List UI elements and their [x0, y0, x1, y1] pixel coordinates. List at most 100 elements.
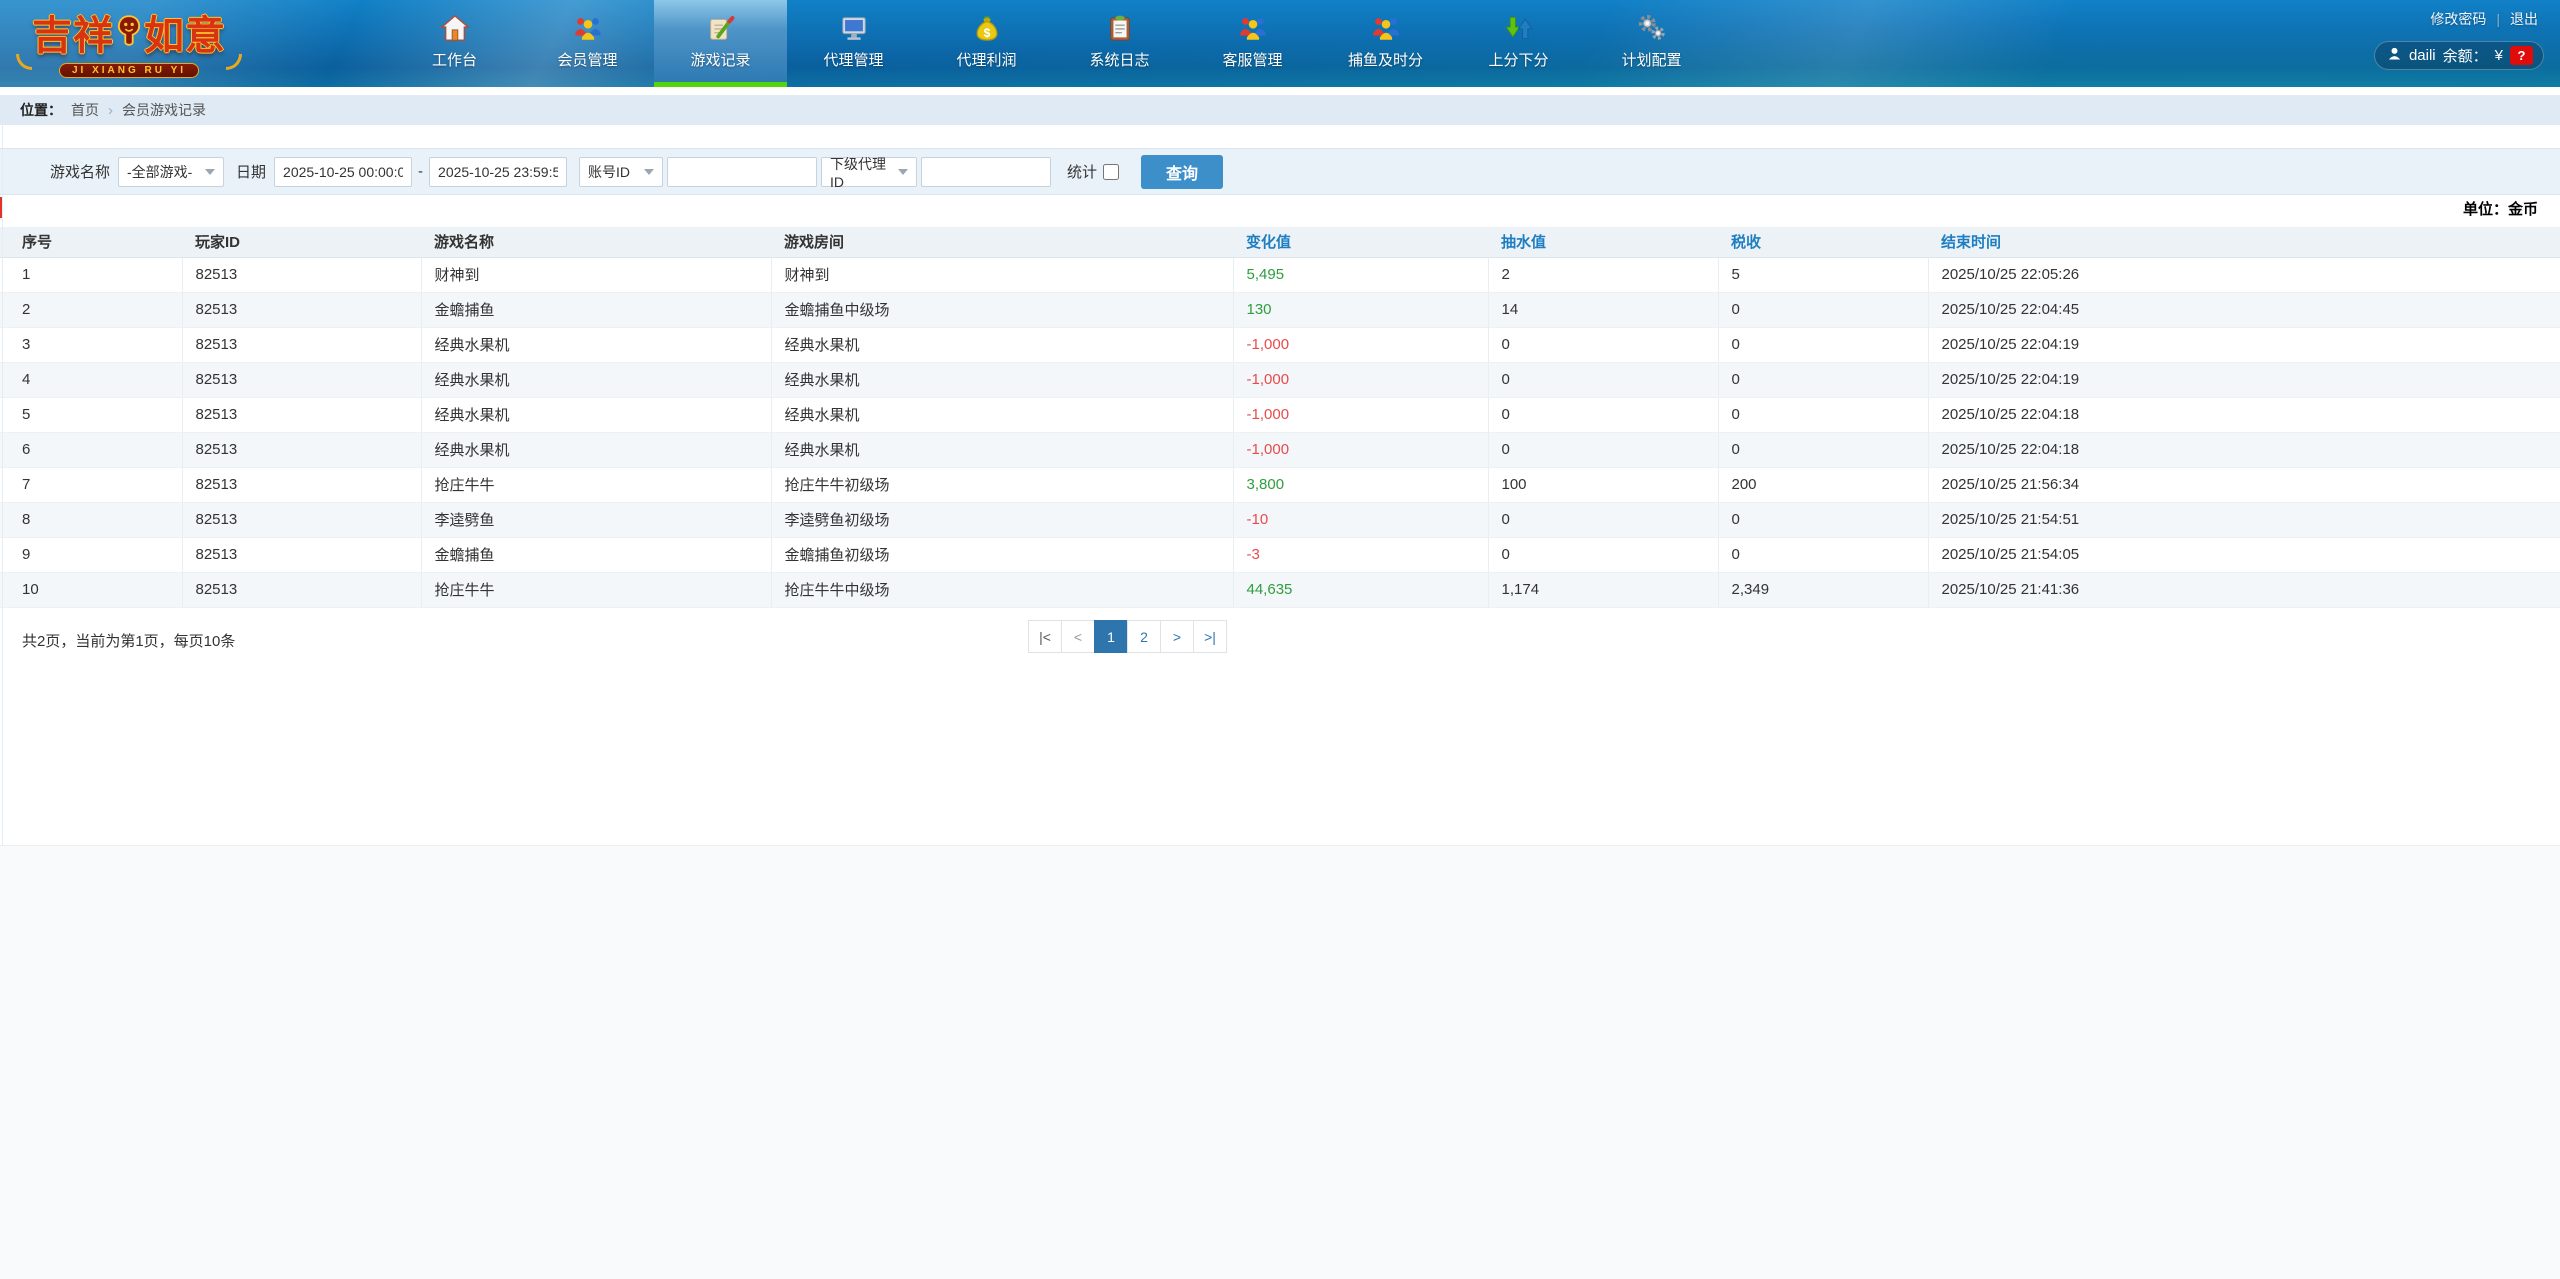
records-table-wrap: 序号 玩家ID 游戏名称 游戏房间 变化值 抽水值 税收 结束时间 1 8251… — [0, 227, 2560, 608]
cell-change-value: -1,000 — [1233, 327, 1489, 363]
cell-index: 7 — [0, 467, 183, 503]
cell-rake: 0 — [1488, 432, 1719, 468]
cell-index: 6 — [0, 432, 183, 468]
account-id-input[interactable] — [667, 156, 818, 187]
game-select[interactable]: -全部游戏- — [118, 156, 225, 187]
nav-item-members[interactable]: 会员管理 — [521, 0, 654, 87]
date-from-input[interactable] — [274, 156, 413, 187]
cell-game-name: 金蟾捕鱼 — [421, 292, 772, 328]
cell-game-name: 经典水果机 — [421, 327, 772, 363]
breadcrumb-home-link[interactable]: 首页 — [71, 102, 99, 118]
members-icon — [573, 9, 603, 47]
cell-game-name: 经典水果机 — [421, 362, 772, 398]
nav-item-plan-config[interactable]: 计划配置 — [1585, 0, 1718, 87]
cell-end-time: 2025/10/25 22:05:26 — [1928, 257, 2560, 293]
cell-player-id: 82513 — [182, 502, 422, 538]
date-to-input[interactable] — [429, 156, 568, 187]
cell-tax: 200 — [1718, 467, 1929, 503]
cell-end-time: 2025/10/25 21:54:51 — [1928, 502, 2560, 538]
nav-item-label: 代理管理 — [823, 52, 884, 69]
pagination-page-1-button[interactable]: 1 — [1094, 620, 1128, 653]
pagination-last-button[interactable]: >| — [1193, 620, 1227, 653]
col-header-tax[interactable]: 税收 — [1718, 227, 1928, 258]
sub-agent-type-select[interactable]: 下级代理ID — [821, 155, 918, 190]
cell-room: 经典水果机 — [771, 397, 1234, 433]
date-label: 日期 — [236, 164, 267, 181]
cell-tax: 0 — [1718, 397, 1929, 433]
col-header-change-value[interactable]: 变化值 — [1233, 227, 1488, 258]
cell-index: 1 — [0, 257, 183, 293]
nav-item-system-log[interactable]: 系统日志 — [1053, 0, 1186, 87]
updown-icon — [1504, 9, 1534, 47]
currency-symbol: ¥ — [2494, 47, 2503, 64]
search-button[interactable]: 查询 — [1141, 154, 1224, 189]
nav-item-updown-score[interactable]: 上分下分 — [1452, 0, 1585, 87]
nav-item-label: 捕鱼及时分 — [1347, 52, 1423, 69]
nav-item-agent-profit[interactable]: $ 代理利润 — [920, 0, 1053, 87]
nav-item-game-records[interactable]: 游戏记录 — [654, 0, 787, 87]
nav-item-agent-manage[interactable]: 代理管理 — [787, 0, 920, 87]
nav-item-label: 工作台 — [431, 52, 477, 69]
balance-refresh-badge[interactable]: ? — [2510, 46, 2533, 65]
home-icon — [439, 9, 470, 47]
cell-game-name: 财神到 — [421, 257, 772, 293]
cell-room: 金蟾捕鱼中级场 — [771, 292, 1234, 328]
system-log-icon — [1105, 9, 1135, 47]
unit-note: 单位：金币 — [2462, 201, 2538, 218]
cell-index: 3 — [0, 327, 183, 363]
col-header-game-name: 游戏名称 — [421, 227, 771, 258]
game-records-icon — [706, 9, 736, 47]
nav-item-label: 客服管理 — [1222, 52, 1283, 69]
sub-agent-id-input[interactable] — [921, 156, 1052, 187]
cell-end-time: 2025/10/25 22:04:45 — [1928, 292, 2560, 328]
col-header-rake[interactable]: 抽水值 — [1488, 227, 1718, 258]
nav-item-service-manage[interactable]: 客服管理 — [1186, 0, 1319, 87]
col-header-end-time[interactable]: 结束时间 — [1928, 227, 2560, 258]
cell-change-value: -3 — [1233, 537, 1489, 573]
stats-label: 统计 — [1067, 164, 1098, 181]
col-header-room: 游戏房间 — [771, 227, 1233, 258]
cell-rake: 0 — [1488, 537, 1719, 573]
balance-label: 余额： — [2442, 48, 2488, 65]
nav-item-label: 会员管理 — [557, 52, 618, 69]
pagination-next-button[interactable]: > — [1160, 620, 1194, 653]
account-type-select[interactable]: 账号ID — [579, 156, 664, 187]
cell-tax: 0 — [1718, 327, 1929, 363]
cell-end-time: 2025/10/25 21:54:05 — [1928, 537, 2560, 573]
svg-text:$: $ — [983, 26, 990, 40]
table-row: 6 82513 经典水果机 经典水果机 -1,000 0 0 2025/10/2… — [0, 432, 2560, 468]
cell-change-value: 130 — [1233, 292, 1489, 328]
cell-end-time: 2025/10/25 21:41:36 — [1928, 572, 2560, 608]
cell-room: 财神到 — [771, 257, 1234, 293]
cell-rake: 0 — [1488, 362, 1719, 398]
stats-checkbox[interactable] — [1103, 163, 1120, 180]
sub-agent-select-value: 下级代理ID — [830, 155, 887, 190]
change-password-link[interactable]: 修改密码 — [2430, 11, 2487, 27]
table-row: 5 82513 经典水果机 经典水果机 -1,000 0 0 2025/10/2… — [0, 397, 2560, 433]
balance-pill: daili 余额： ¥ ? — [2373, 41, 2544, 70]
pagination-page-2-button[interactable]: 2 — [1127, 620, 1161, 653]
cell-game-name: 抢庄牛牛 — [421, 572, 772, 608]
nav-item-workbench[interactable]: 工作台 — [388, 0, 521, 87]
pagination-prev-button[interactable]: < — [1061, 620, 1095, 653]
cell-index: 10 — [0, 572, 183, 608]
content-left-edge — [2, 125, 3, 845]
cell-index: 8 — [0, 502, 183, 538]
cell-rake: 1,174 — [1488, 572, 1719, 608]
cell-index: 2 — [0, 292, 183, 328]
cell-change-value: -1,000 — [1233, 432, 1489, 468]
cell-index: 4 — [0, 362, 183, 398]
table-row: 3 82513 经典水果机 经典水果机 -1,000 0 0 2025/10/2… — [0, 327, 2560, 363]
logout-link[interactable]: 退出 — [2510, 11, 2538, 27]
cell-player-id: 82513 — [182, 292, 422, 328]
cell-room: 李逵劈鱼初级场 — [771, 502, 1234, 538]
cell-rake: 0 — [1488, 327, 1719, 363]
nav-item-label: 系统日志 — [1089, 52, 1150, 69]
pagination-first-button[interactable]: |< — [1028, 620, 1062, 653]
cell-player-id: 82513 — [182, 432, 422, 468]
top-navigation-bar: 吉祥 如意 JI XIANG RU YI 工作台 会员管 — [0, 0, 2560, 87]
filter-bar: 游戏名称 -全部游戏- 日期 - 账号ID 下级代理ID 统计 查询 — [0, 148, 2560, 195]
cell-end-time: 2025/10/25 21:56:34 — [1928, 467, 2560, 503]
nav-item-fishing-score[interactable]: 捕鱼及时分 — [1319, 0, 1452, 87]
